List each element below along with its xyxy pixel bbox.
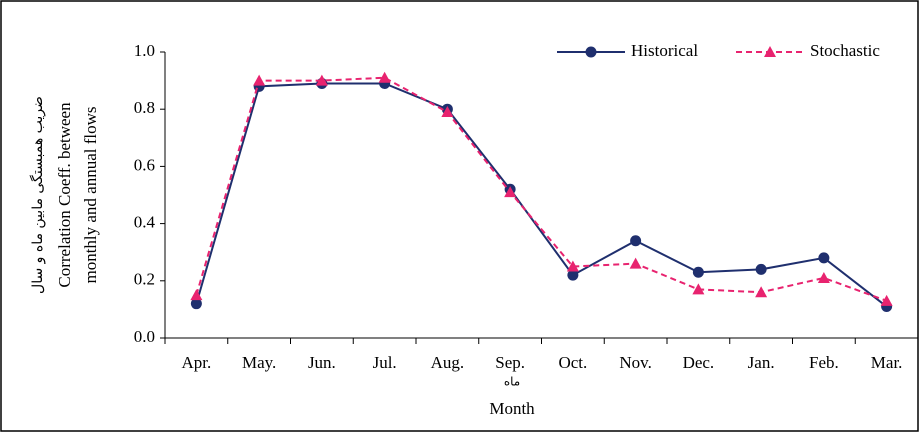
point: [190, 289, 203, 301]
series-line: [195, 76, 887, 302]
x-axis-title: Month: [489, 399, 535, 418]
series-line: [195, 82, 888, 308]
point: [253, 74, 266, 86]
point: [817, 271, 830, 283]
point: [880, 294, 893, 306]
y-axis-title-line: Correlation Coeff. between: [55, 102, 74, 288]
legend-label: Historical: [631, 41, 698, 60]
point: [567, 269, 579, 281]
x-tick-label: Jul.: [373, 353, 397, 372]
point: [818, 252, 830, 264]
y-tick-label: 0.4: [134, 213, 156, 232]
x-tick-label: Sep.: [495, 353, 525, 372]
y-tick-label: 0.6: [134, 155, 155, 174]
point: [692, 283, 705, 295]
y-axis-title: ضریب همبستگی مابین ماه و سال Correlation…: [29, 96, 100, 294]
y-axis-title-line: monthly and annual flows: [81, 106, 100, 283]
x-tick-label: Feb.: [809, 353, 839, 372]
point: [692, 266, 704, 278]
y-tick-label: 0.8: [134, 98, 155, 117]
x-tick-label: Oct.: [558, 353, 587, 372]
x-tick-label: Nov.: [619, 353, 651, 372]
point: [504, 186, 517, 198]
point: [190, 298, 202, 310]
x-tick-label: Jan.: [748, 353, 775, 372]
point: [566, 260, 579, 272]
point: [755, 263, 767, 275]
point: [755, 286, 768, 298]
x-tick-label: Jun.: [308, 353, 336, 372]
y-tick-label: 0.2: [134, 270, 155, 289]
y-axis-title-fa: ضریب همبستگی مابین ماه و سال: [29, 96, 46, 294]
x-tick-label: Dec.: [683, 353, 715, 372]
x-tick-label: Aug.: [431, 353, 465, 372]
x-axis-title-fa: ماه: [504, 375, 520, 389]
y-tick-label: 0.0: [134, 327, 155, 346]
x-tick-label: Apr.: [182, 353, 212, 372]
legend-marker: [764, 46, 776, 57]
legend-marker: [585, 46, 597, 58]
point: [630, 235, 642, 247]
point: [315, 74, 328, 86]
x-tick-label: Mar.: [871, 353, 903, 372]
point: [629, 257, 642, 269]
y-tick-label: 1.0: [134, 41, 155, 60]
x-tick-label: May.: [242, 353, 276, 372]
point: [378, 71, 391, 83]
legend-label: Stochastic: [810, 41, 880, 60]
point: [441, 106, 454, 118]
